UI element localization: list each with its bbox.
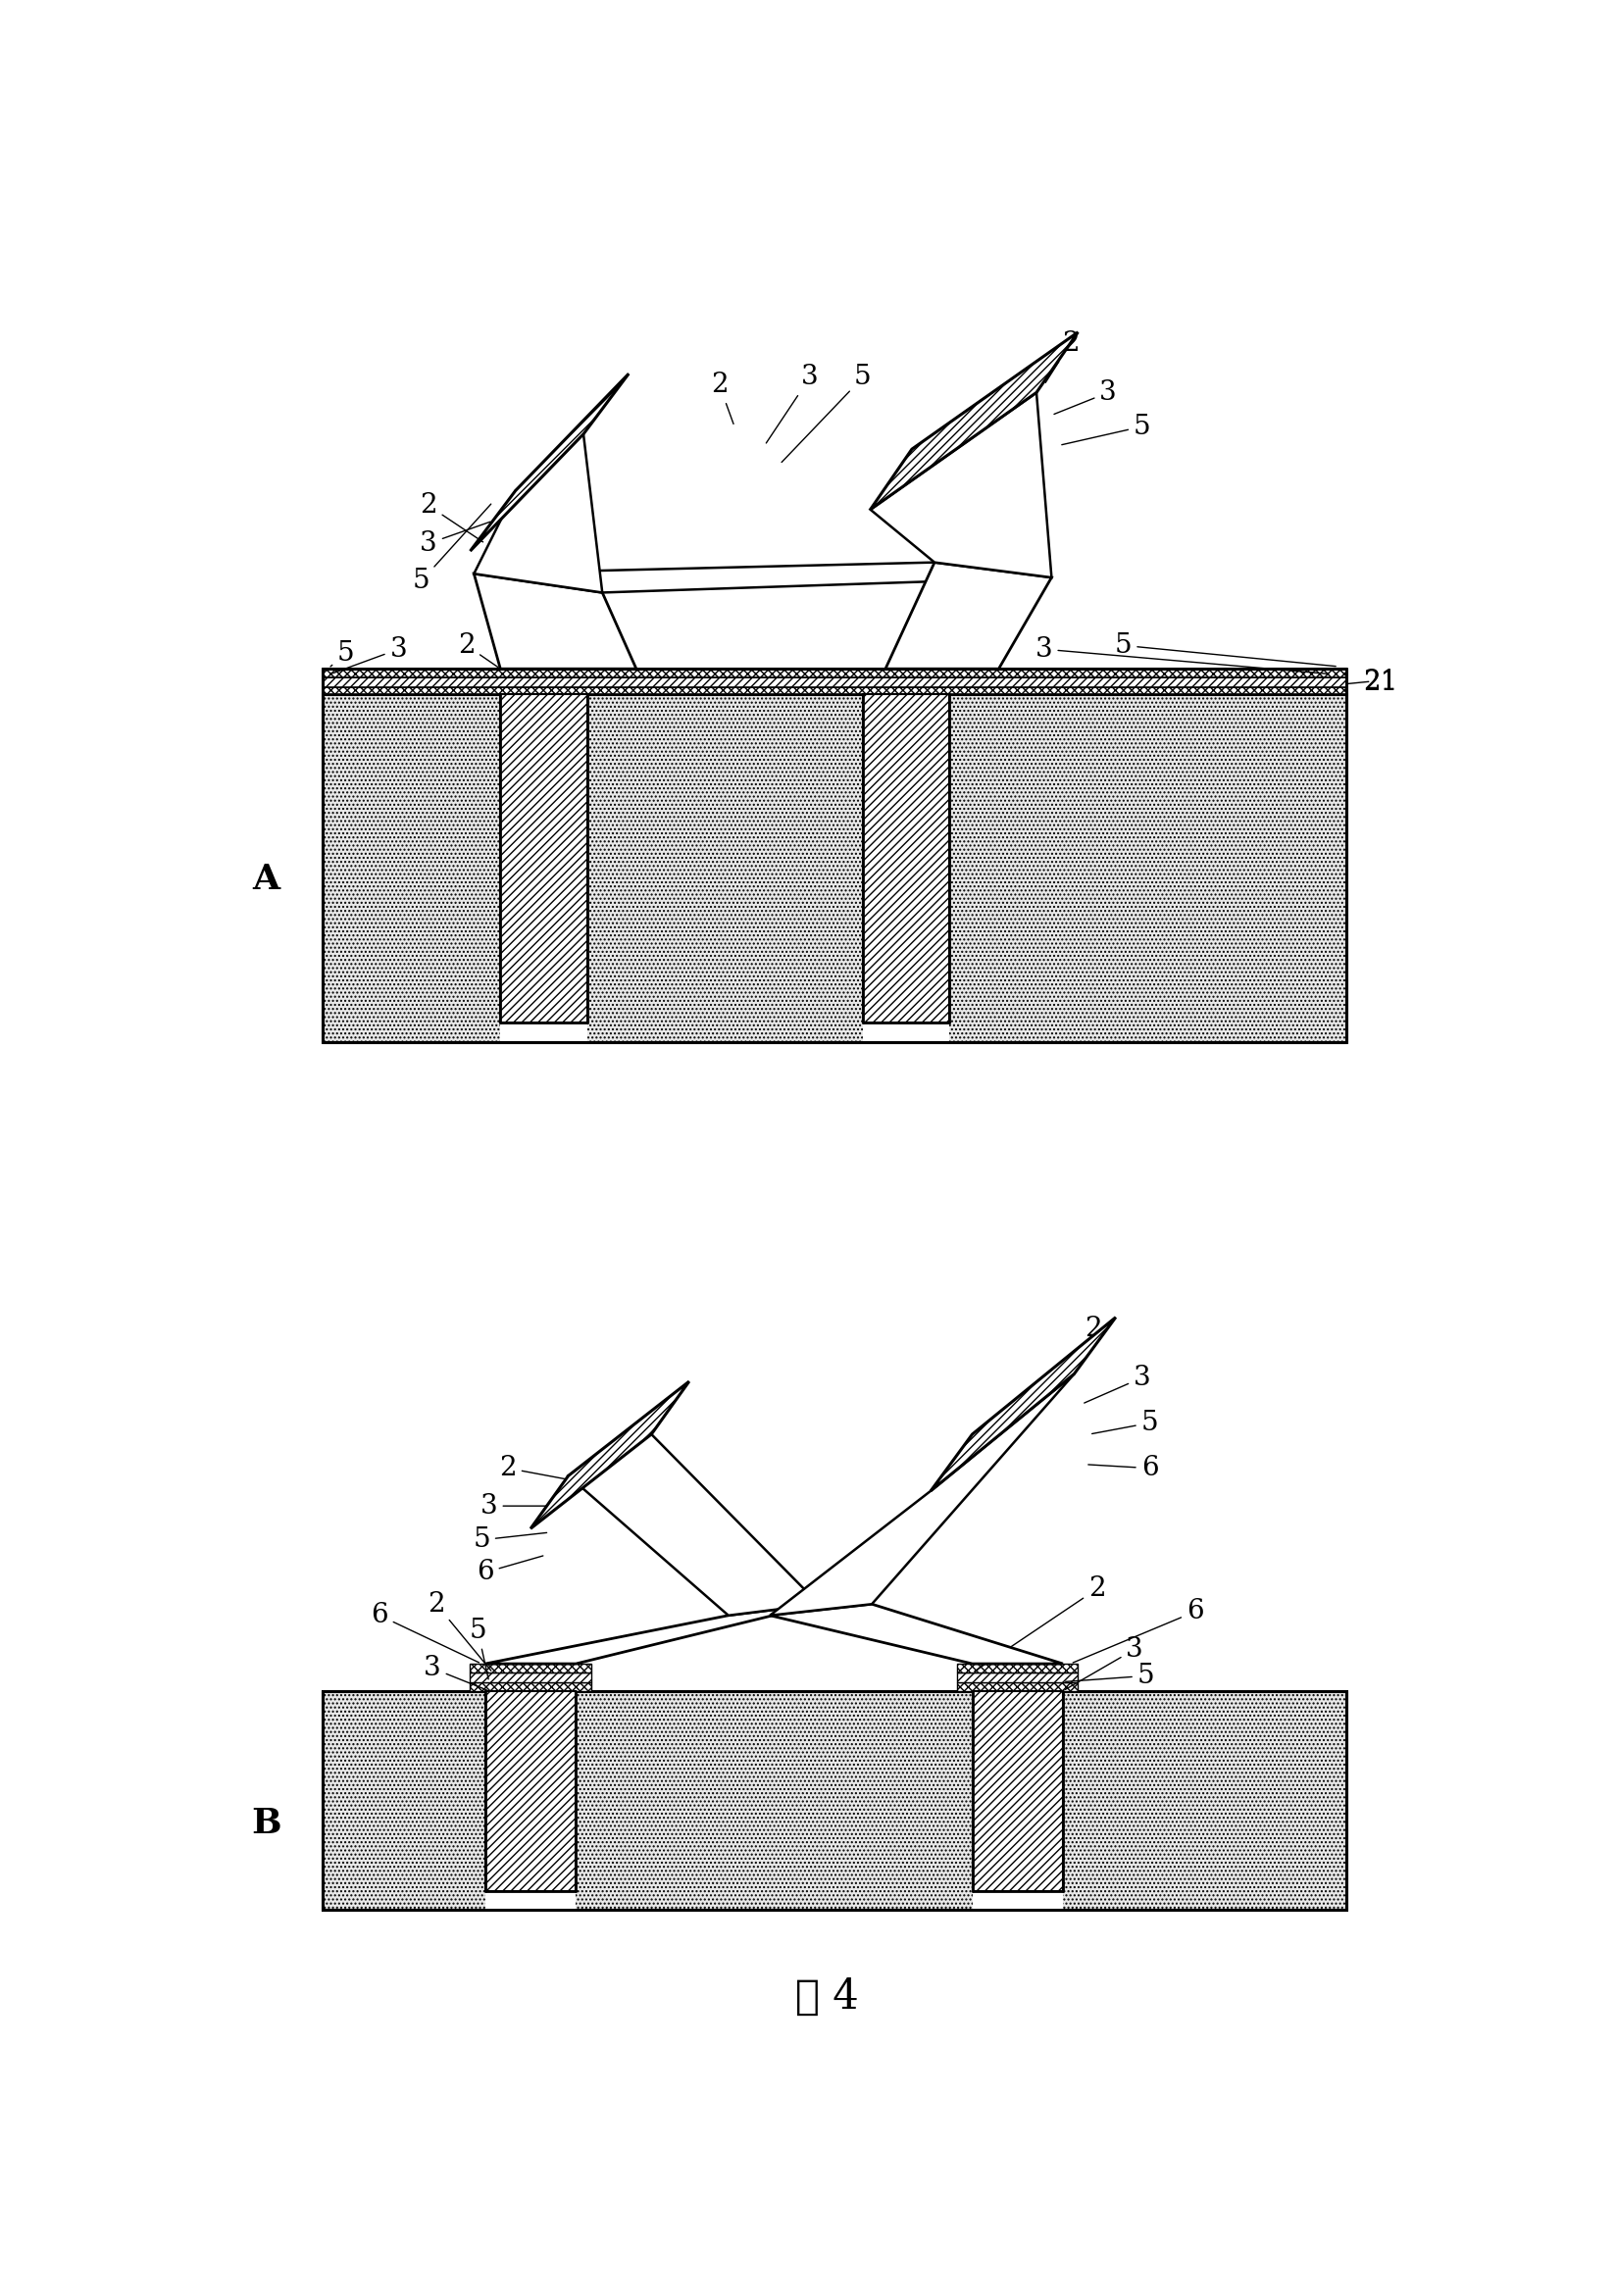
Text: 6: 6 bbox=[371, 1603, 480, 1662]
Polygon shape bbox=[531, 1382, 690, 1529]
Text: 2: 2 bbox=[420, 494, 483, 542]
Text: A: A bbox=[252, 863, 279, 895]
Polygon shape bbox=[770, 1373, 1074, 1616]
Text: 3: 3 bbox=[480, 1492, 554, 1520]
Polygon shape bbox=[470, 1665, 591, 1674]
Text: 3: 3 bbox=[423, 1655, 486, 1690]
Text: 5: 5 bbox=[1092, 1410, 1158, 1437]
Text: 2: 2 bbox=[951, 613, 996, 666]
Polygon shape bbox=[958, 1683, 1077, 1690]
Polygon shape bbox=[470, 1683, 591, 1690]
Polygon shape bbox=[974, 1874, 1061, 1892]
Text: 2: 2 bbox=[974, 1575, 1106, 1671]
Polygon shape bbox=[473, 574, 636, 668]
Text: 2: 2 bbox=[1045, 331, 1079, 383]
Polygon shape bbox=[484, 1874, 577, 1910]
Polygon shape bbox=[470, 1674, 591, 1683]
Text: 5: 5 bbox=[468, 1616, 488, 1678]
Text: 5: 5 bbox=[782, 365, 872, 461]
Text: 3: 3 bbox=[1055, 379, 1118, 413]
Polygon shape bbox=[770, 1605, 1063, 1665]
Polygon shape bbox=[473, 563, 1051, 592]
Text: 21: 21 bbox=[1363, 668, 1397, 696]
Text: 图 4: 图 4 bbox=[796, 1977, 859, 2018]
Polygon shape bbox=[870, 333, 1077, 510]
Text: 5: 5 bbox=[412, 505, 491, 595]
Text: 3: 3 bbox=[1035, 636, 1328, 673]
Polygon shape bbox=[502, 1006, 585, 1022]
Text: 2: 2 bbox=[457, 631, 497, 668]
Text: 3: 3 bbox=[420, 521, 491, 556]
Text: 2: 2 bbox=[428, 1591, 491, 1671]
Text: 21: 21 bbox=[1363, 670, 1397, 696]
Polygon shape bbox=[484, 1605, 819, 1665]
Polygon shape bbox=[870, 393, 1051, 579]
Text: 6: 6 bbox=[1072, 1598, 1203, 1662]
Polygon shape bbox=[473, 434, 602, 592]
Polygon shape bbox=[862, 693, 950, 1022]
Text: 5: 5 bbox=[331, 641, 354, 666]
Polygon shape bbox=[501, 693, 588, 1022]
Text: 5: 5 bbox=[473, 1527, 547, 1552]
Polygon shape bbox=[323, 1690, 1345, 1910]
Text: 3: 3 bbox=[1066, 1637, 1143, 1690]
Text: 3: 3 bbox=[766, 365, 819, 443]
Polygon shape bbox=[866, 1006, 948, 1022]
Polygon shape bbox=[972, 1874, 1063, 1910]
Text: 5: 5 bbox=[525, 620, 599, 668]
Polygon shape bbox=[972, 1690, 1063, 1892]
Polygon shape bbox=[501, 1006, 588, 1042]
Polygon shape bbox=[323, 677, 1345, 687]
Polygon shape bbox=[930, 1318, 1116, 1490]
Polygon shape bbox=[323, 687, 1345, 693]
Text: 2: 2 bbox=[711, 372, 733, 425]
Polygon shape bbox=[958, 1665, 1077, 1674]
Text: 6: 6 bbox=[476, 1557, 543, 1587]
Polygon shape bbox=[470, 374, 628, 551]
Text: 5: 5 bbox=[1061, 413, 1151, 445]
Polygon shape bbox=[323, 668, 1345, 677]
Polygon shape bbox=[488, 1874, 573, 1892]
Polygon shape bbox=[323, 693, 1345, 1042]
Text: B: B bbox=[252, 1807, 281, 1839]
Polygon shape bbox=[862, 1006, 950, 1042]
Text: 3: 3 bbox=[333, 636, 407, 673]
Polygon shape bbox=[958, 1674, 1077, 1683]
Text: 6: 6 bbox=[1089, 1456, 1158, 1481]
Polygon shape bbox=[568, 1435, 819, 1616]
Text: 2: 2 bbox=[1076, 1316, 1101, 1371]
Text: 2: 2 bbox=[499, 1456, 565, 1481]
Text: 5: 5 bbox=[1114, 631, 1336, 666]
Text: 5: 5 bbox=[1066, 1662, 1155, 1690]
Polygon shape bbox=[484, 1690, 577, 1892]
Polygon shape bbox=[885, 563, 1051, 668]
Text: 3: 3 bbox=[1084, 1364, 1151, 1403]
